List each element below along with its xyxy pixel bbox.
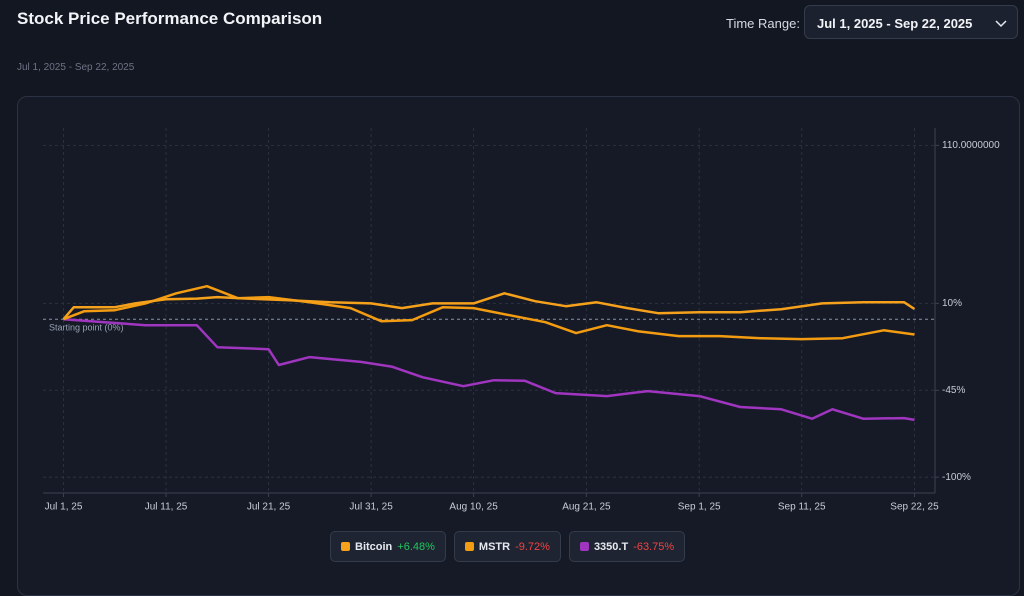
legend-item[interactable]: Bitcoin +6.48% [330,531,446,562]
title: Stock Price Performance Comparison [17,9,323,28]
x-tick-label: Sep 1, 25 [678,502,721,513]
series-line [63,284,915,341]
y-tick-label: 110.0000000 [942,140,1000,151]
x-tick-label: Aug 21, 25 [562,502,611,513]
y-tick-label: -45% [942,385,965,396]
chart-panel [17,96,1020,596]
legend-name: Bitcoin [355,540,393,553]
baseline-label: Starting point (0%) [49,323,124,333]
legend-change: -63.75% [633,540,675,553]
legend-item[interactable]: MSTR -9.72% [453,531,561,562]
series-line [63,317,915,422]
x-tick-label: Jul 11, 25 [145,502,188,513]
legend-name: 3350.T [593,540,629,553]
y-tick-label: 10% [942,298,962,309]
legend-swatch [579,542,589,551]
y-tick-label: -100% [942,472,971,483]
time-range-select[interactable]: Jul 1, 2025 - Sep 22, 2025 [804,5,1018,39]
page: Stock Price Performance Comparison Jul 1… [17,5,1020,596]
legend: Bitcoin +6.48% MSTR -9.72% 3350.T -63.75% [330,531,686,562]
x-tick-label: Jul 21, 25 [247,502,291,513]
chevron [995,20,1007,28]
x-tick-label: Jul 1, 25 [45,502,83,513]
x-tick-label: Sep 22, 25 [890,502,939,513]
legend-swatch [464,542,474,551]
time-range-value: Jul 1, 2025 - Sep 22, 2025 [817,16,973,31]
legend-name: MSTR [478,540,511,553]
subtitle: Jul 1, 2025 - Sep 22, 2025 [17,62,135,73]
chart: 110.0000000 10% -45% -100% Jul 1, 25 Jul 11, … [43,128,1000,513]
time-range-label: Time Range: [726,16,800,31]
legend-item[interactable]: 3350.T -63.75% [568,531,686,562]
x-tick-label: Aug 10, 25 [449,502,498,513]
legend-swatch [341,542,350,551]
legend-change: -9.72% [515,540,550,553]
x-tick-label: Sep 11, 25 [778,502,826,513]
series-line [62,292,916,321]
legend-change: +6.48% [397,540,435,553]
x-tick-label: Jul 31, 25 [349,502,393,513]
